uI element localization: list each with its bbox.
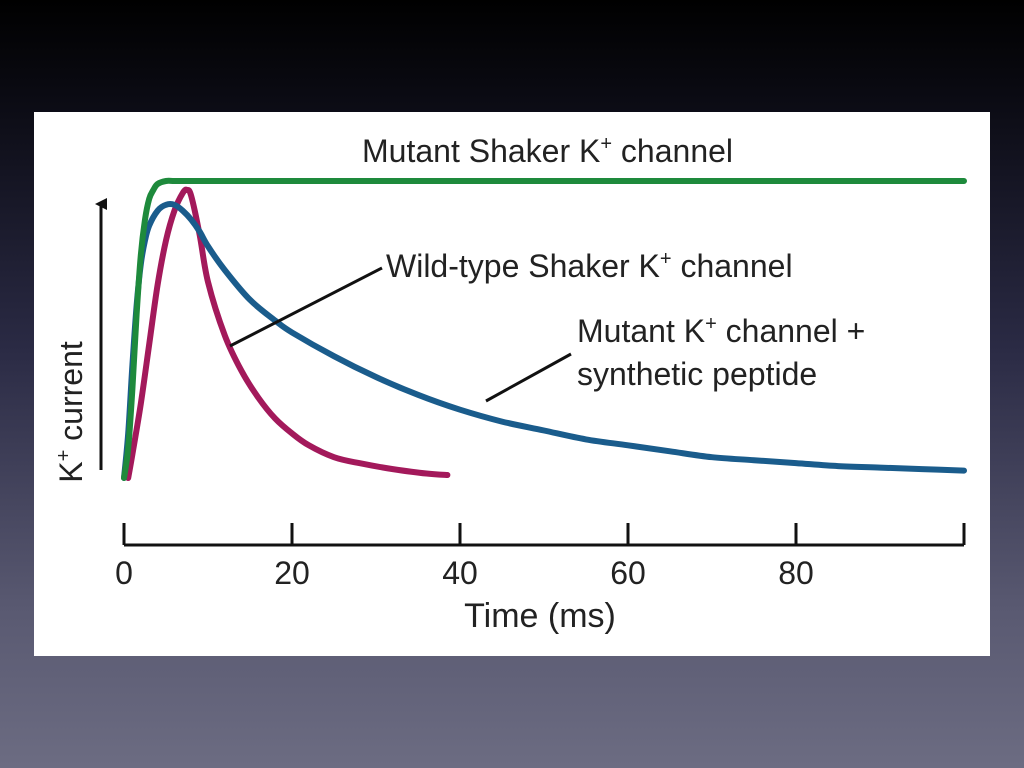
x-tick-label-20: 20: [274, 555, 310, 591]
y-axis-label-main: K: [53, 461, 89, 482]
y-axis-label: K+ current: [53, 341, 89, 483]
x-tick-label-60: 60: [610, 555, 646, 591]
wildtype-series-label: Wild-type Shaker K+ channel: [386, 248, 793, 284]
x-ticks: [122, 523, 966, 545]
y-axis-label-sup: +: [53, 450, 75, 462]
peptide-series-line: [121, 201, 967, 481]
wildtype-leader-line: [229, 266, 383, 348]
peptide-leader-line: [485, 352, 572, 403]
mutant-series-line: [121, 177, 967, 481]
chart-svg: K+ current 0 20 40 60 80 Time (ms) Mutant Sh…: [53, 133, 967, 635]
x-tick-labels: 0 20 40 60 80: [115, 555, 814, 591]
x-tick-label-0: 0: [115, 555, 133, 591]
x-tick-label-80: 80: [778, 555, 814, 591]
figure-panel: K+ current 0 20 40 60 80 Time (ms) Mutant Sh…: [34, 112, 990, 656]
x-tick-label-40: 40: [442, 555, 478, 591]
x-axis-label: Time (ms): [464, 597, 616, 635]
wildtype-series-line: [125, 186, 451, 481]
peptide-series-label-line1: Mutant K+ channel +: [577, 313, 865, 349]
peptide-series-label-line2: synthetic peptide: [577, 356, 817, 392]
mutant-series-label: Mutant Shaker K+ channel: [362, 133, 733, 169]
y-axis-label-rest: current: [53, 341, 89, 450]
curves: [121, 177, 967, 481]
